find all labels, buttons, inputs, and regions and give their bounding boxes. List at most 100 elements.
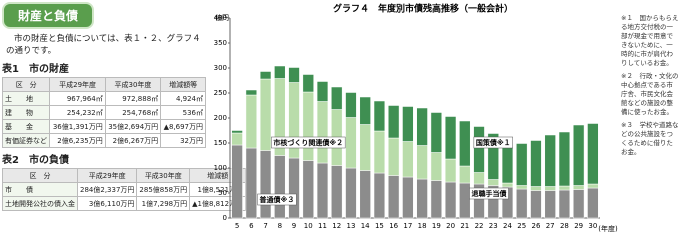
cell: 市 債 xyxy=(2,182,78,197)
bar-segment xyxy=(572,124,585,186)
cell: 285億858万円 xyxy=(136,182,191,197)
bar-segment xyxy=(558,131,571,187)
bar-segment xyxy=(473,126,485,173)
cell: 3億6,110万円 xyxy=(76,196,138,211)
cell: 254,232㎡ xyxy=(49,105,106,120)
bar-segment xyxy=(430,112,443,153)
x-tick-label: 11 xyxy=(318,222,327,230)
column-header: 平成30年度 xyxy=(136,168,191,183)
bar-segment xyxy=(245,94,258,149)
label-box xyxy=(257,193,297,206)
cell: 2億6,235万円 xyxy=(49,133,106,148)
bar-segment xyxy=(359,170,371,219)
bar-segment xyxy=(402,176,414,219)
x-tick-label: 12 xyxy=(332,222,341,230)
chart: グラフ４ 年度別市債残高推移（一般会計） 億円 (年度) 0 50 100 150 20… xyxy=(214,3,618,234)
x-tick-label: 16 xyxy=(389,222,398,230)
y-unit: 億円 xyxy=(215,13,229,22)
bar-segment xyxy=(316,81,329,102)
bar-segment xyxy=(359,124,371,171)
row: 建 物 254,232㎡ 254,768㎡ 536㎡ xyxy=(1,105,206,120)
bar-segment xyxy=(302,160,314,219)
bar-segment xyxy=(259,71,272,80)
bar-segment xyxy=(516,188,528,219)
bar-segment xyxy=(416,178,428,219)
cell: 35億2,694万円 xyxy=(104,119,162,134)
x-tick-label: 7 xyxy=(263,222,267,230)
bar-segment xyxy=(544,134,556,187)
bar-segment xyxy=(587,183,599,189)
bar-segment xyxy=(402,106,414,142)
bar-segment xyxy=(516,143,528,186)
x-tick-label: 10 xyxy=(304,222,313,230)
bar-segment xyxy=(231,130,243,134)
x-tick-label: 17 xyxy=(403,222,412,230)
x-tick-label: 13 xyxy=(347,222,356,230)
bar-segment xyxy=(274,65,286,79)
table: 区 分平成29年度 平成30年度 増減額市 債 284億2,337万円 285億858万… xyxy=(2,168,247,211)
table: 区 分平成29年度 平成30年度 増減額等土 地 967,964㎡ 972,888㎡ 4,… xyxy=(1,77,206,148)
series-label: 普通債※３ xyxy=(260,195,295,204)
bar-segment xyxy=(387,175,400,219)
cell: 536㎡ xyxy=(160,105,206,120)
cell: 建 物 xyxy=(1,105,51,120)
y-tick-label: 150 xyxy=(214,139,227,147)
x-label: (年度) xyxy=(598,224,618,233)
row: 土 地 967,964㎡ 972,888㎡ 4,924㎡ xyxy=(1,91,206,106)
column-header: 平成29年度 xyxy=(49,77,106,92)
bar-segment xyxy=(558,185,571,191)
note: ※３ 学校や道路などの公共施設をつくるために借りたお金。 xyxy=(621,121,679,156)
x-tick-label: 27 xyxy=(546,222,555,230)
bar-segment xyxy=(259,78,272,151)
cell: 36億1,391万円 xyxy=(49,119,106,134)
left-column: 財産と負債 市の財産と負債については、表１・２、グラフ４の通りです。 表1 市の… xyxy=(1,2,247,211)
row: 基 金 36億1,391万円 35億2,694万円 ▲8,697万円 xyxy=(1,119,206,134)
y-tick-label: 50 xyxy=(218,189,227,197)
bar-segment xyxy=(544,190,556,219)
bar-segment xyxy=(487,179,499,186)
x-tick-label: 22 xyxy=(475,222,484,230)
cell: 254,768㎡ xyxy=(104,105,162,120)
bar-segment xyxy=(274,155,286,219)
cell: 土 地 xyxy=(1,91,51,106)
bar-segment xyxy=(373,172,386,219)
bar-segment xyxy=(501,182,514,188)
label-box xyxy=(271,136,346,149)
cell: ▲8,697万円 xyxy=(160,119,206,134)
y-tick-label: 400 xyxy=(214,14,227,22)
x-tick-label: 23 xyxy=(489,222,498,230)
bar-segment xyxy=(231,132,243,146)
row: 市 債 284億2,337万円 285億858万円 1億8,521万円 xyxy=(2,182,247,197)
bar-segment xyxy=(487,133,499,180)
cell: 1億7,298万円 xyxy=(136,196,191,211)
label-box xyxy=(469,187,509,200)
y-tick-label: 250 xyxy=(214,89,227,97)
cell: 土地開発公社の債入金 xyxy=(2,196,78,211)
bar-segment xyxy=(416,145,428,180)
x-tick-label: 15 xyxy=(375,222,384,230)
bar-segment xyxy=(259,150,272,219)
column-header: 区 分 xyxy=(1,77,51,92)
bar-segment xyxy=(231,144,243,219)
bar-segment xyxy=(444,116,457,160)
y-tick-label: 350 xyxy=(214,39,227,47)
table-title: 表1 市の財産 xyxy=(2,64,69,75)
header-row: 区 分平成29年度 平成30年度 増減額等 xyxy=(1,77,206,92)
note: ※２ 行政・文化の中心拠点である市庁舎、市民文化会館などの施設の整備に使ったお金… xyxy=(621,72,679,116)
y-tick-label: 300 xyxy=(214,64,227,72)
cell: 284億2,337万円 xyxy=(76,182,138,197)
series-label: 国策債※１ xyxy=(476,138,511,147)
intro: 市の財産と負債については、表１・２、グラフ４の通りです。 xyxy=(6,34,201,56)
cell: 有価証券など xyxy=(1,133,51,148)
bar-segment xyxy=(572,189,585,219)
bar-segment xyxy=(302,91,314,161)
bar-segment xyxy=(473,172,485,185)
x-tick-label: 5 xyxy=(235,222,239,230)
bar-segment xyxy=(345,92,357,118)
notes: ※１ 国からもらえる地方交付税の一部が現金で用意できないために、一時的に市が肩代… xyxy=(621,14,679,161)
bar-segment xyxy=(459,182,471,219)
y-tick-label: 0 xyxy=(223,214,227,222)
series-label: 市核づくり関連債※２ xyxy=(273,138,343,147)
annotation: 退職手当債 xyxy=(472,189,507,198)
